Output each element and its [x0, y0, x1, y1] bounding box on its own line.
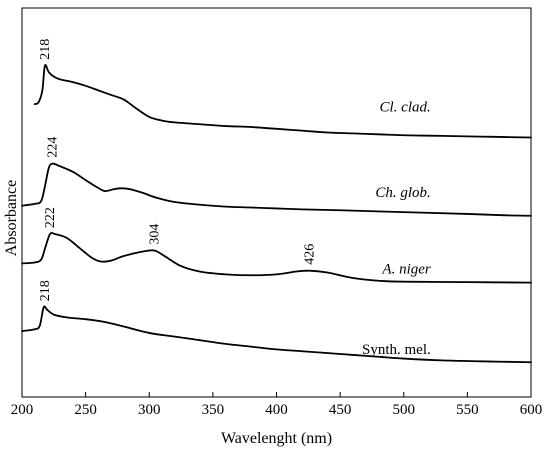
- peak-label: 304: [147, 224, 162, 245]
- series-label: Cl. clad.: [380, 100, 431, 116]
- x-tick-label: 300: [138, 402, 161, 418]
- series-label: Ch. glob.: [375, 185, 430, 201]
- x-axis-title: Wavelenght (nm): [221, 430, 332, 447]
- series-label: Synth. mel.: [362, 342, 431, 358]
- x-tick-label: 550: [456, 402, 479, 418]
- series-line: [21, 162, 532, 217]
- series-line: [21, 231, 532, 284]
- x-tick-label: 200: [11, 402, 34, 418]
- plot-area: 200 250 300 350 400 450 500 550 600 Cl. clad. 218…: [11, 7, 543, 418]
- x-tick-label: 450: [329, 402, 352, 418]
- series-line: [21, 305, 532, 364]
- x-tick-label: 250: [74, 402, 97, 418]
- plot-frame: [21, 7, 532, 398]
- x-tick-label: 400: [265, 402, 288, 418]
- x-axis-ticks: 200 250 300 350 400 450 500 550 600: [11, 392, 543, 418]
- x-tick-label: 350: [202, 402, 225, 418]
- series-label: A. niger: [381, 262, 430, 278]
- series-line: [33, 64, 532, 139]
- x-tick-label: 500: [393, 402, 416, 418]
- labels-layer: Cl. clad. 218 Ch. glob. 224 A. niger 222 304 42…: [38, 39, 431, 359]
- peak-label: 224: [46, 137, 61, 158]
- peak-label: 218: [38, 39, 53, 60]
- x-tick-label: 600: [520, 402, 543, 418]
- series-layer: [21, 64, 532, 364]
- peak-label: 222: [43, 207, 58, 228]
- y-axis-title: Absorbance: [3, 180, 20, 256]
- peak-label: 218: [38, 280, 53, 301]
- peak-label: 426: [303, 244, 318, 265]
